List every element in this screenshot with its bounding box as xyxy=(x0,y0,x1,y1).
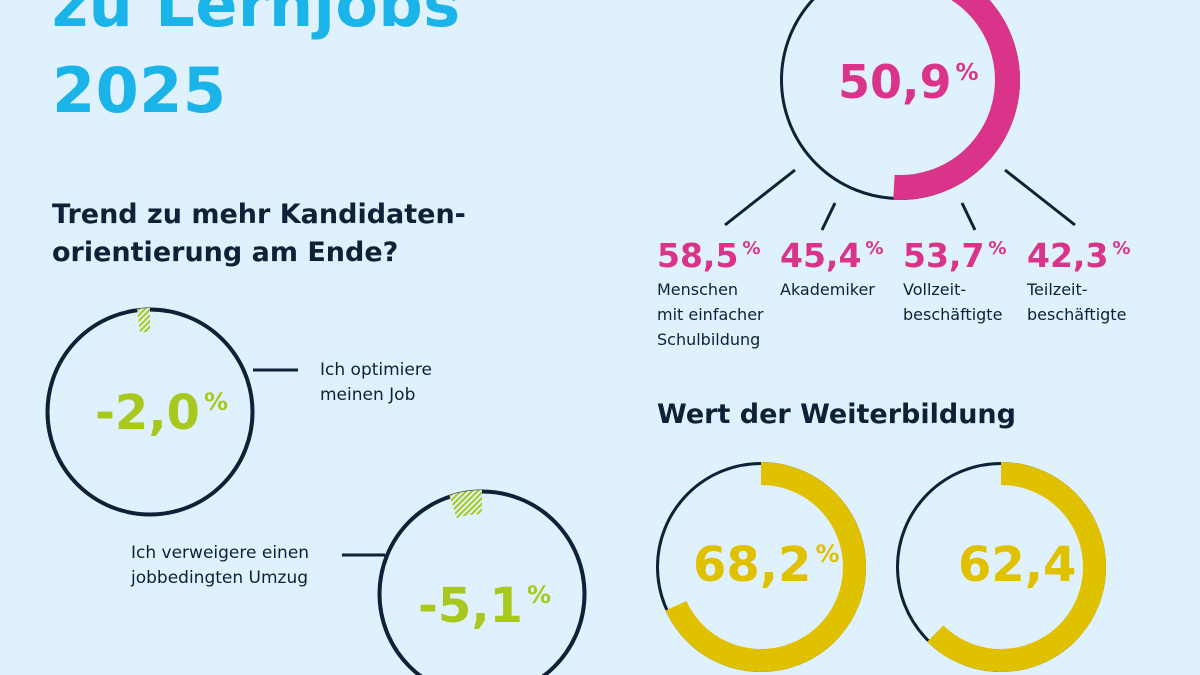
donut-arc xyxy=(665,462,866,672)
main-stat-value: 50,9% xyxy=(838,55,979,109)
title-line: 2025 xyxy=(52,54,227,127)
donut-arc xyxy=(893,0,1020,200)
label-line: Ich verweigere einen xyxy=(131,543,310,563)
weiterbildung-value-2: 62,4% xyxy=(958,537,1104,593)
breakdown-label: Menschen mit einfacher Schulbildung xyxy=(657,277,764,352)
label-line: Schulbildung xyxy=(657,330,761,349)
weiterbildung-heading: Wert der Weiterbildung xyxy=(657,399,1016,430)
weiterbildung-value-1: 68,2% xyxy=(693,537,839,593)
weiterbildung-donut-2 xyxy=(896,462,1106,672)
value-number: 50,9 xyxy=(838,55,952,109)
trend-value-2: -5,1% xyxy=(418,578,551,634)
label-line: beschäftigte xyxy=(903,305,1003,324)
label-line: mit einfacher xyxy=(657,305,764,324)
breakdown-item: 53,7% Vollzeit-beschäftigte xyxy=(903,236,1007,327)
value-unit: % xyxy=(742,238,761,260)
value-number: 45,4 xyxy=(780,236,862,275)
label-line: Vollzeit- xyxy=(903,280,967,299)
breakdown-label: Akademiker xyxy=(780,277,884,302)
breakdown-item: 58,5% Menschen mit einfacher Schulbildung xyxy=(657,236,764,352)
donut-arc xyxy=(449,490,483,519)
connector-lines xyxy=(253,168,1076,557)
value-unit: % xyxy=(526,580,551,609)
heading-line: orientierung am Ende? xyxy=(52,237,399,268)
heading-line: Trend zu mehr Kandidaten- xyxy=(52,199,466,230)
breakdown-value: 58,5% xyxy=(657,236,764,275)
title-line: zu Lernjobs xyxy=(52,0,461,41)
value-unit: % xyxy=(955,59,979,86)
connector-line xyxy=(820,202,837,231)
breakdown-item: 45,4% Akademiker xyxy=(780,236,884,302)
donut-arc xyxy=(136,308,151,333)
donut-track xyxy=(377,489,587,675)
trend-label-1: Ich optimiere meinen Job xyxy=(320,358,432,408)
breakdown-label: Teilzeit-beschäftigte xyxy=(1027,277,1131,327)
trend-label-2: Ich verweigere einen jobbedingten Umzug xyxy=(131,541,309,591)
connector-line xyxy=(1004,168,1076,227)
value-number: 68,2 xyxy=(693,537,812,593)
breakdown-label: Vollzeit-beschäftigte xyxy=(903,277,1007,327)
value-number: 42,3 xyxy=(1027,236,1109,275)
trend-donut-1 xyxy=(45,307,255,517)
breakdown-value: 42,3% xyxy=(1027,236,1131,275)
value-number: 58,5 xyxy=(657,236,739,275)
label-line: meinen Job xyxy=(320,385,416,405)
value-unit: % xyxy=(815,539,840,568)
trend-donut-2 xyxy=(377,489,587,675)
value-unit: % xyxy=(1112,238,1131,260)
value-unit: % xyxy=(988,238,1007,260)
page-title: zu Lernjobs 2025 xyxy=(52,0,461,134)
trend-heading: Trend zu mehr Kandidaten- orientierung a… xyxy=(52,196,466,272)
label-line: Teilzeit- xyxy=(1027,280,1088,299)
value-unit: % xyxy=(865,238,884,260)
label-line: Menschen xyxy=(657,280,739,299)
value-number: -2,0 xyxy=(95,385,200,441)
breakdown-value: 53,7% xyxy=(903,236,1007,275)
connector-line xyxy=(960,202,977,231)
label-line: jobbedingten Umzug xyxy=(131,568,309,588)
value-number: 53,7 xyxy=(903,236,985,275)
value-number: 62,4 xyxy=(958,537,1077,593)
breakdown-item: 42,3% Teilzeit-beschäftigte xyxy=(1027,236,1131,327)
trend-value-1: -2,0% xyxy=(95,385,228,441)
value-unit: % xyxy=(203,387,228,416)
label-line: beschäftigte xyxy=(1027,305,1127,324)
value-number: -5,1 xyxy=(418,578,523,634)
connector-line xyxy=(724,168,796,227)
weiterbildung-donut-1 xyxy=(656,462,866,672)
donut-arc xyxy=(927,462,1106,672)
value-unit: % xyxy=(1080,539,1105,568)
breakdown-value: 45,4% xyxy=(780,236,884,275)
main-stat-donut xyxy=(780,0,1020,200)
label-line: Akademiker xyxy=(780,280,875,299)
label-line: Ich optimiere xyxy=(320,360,432,380)
